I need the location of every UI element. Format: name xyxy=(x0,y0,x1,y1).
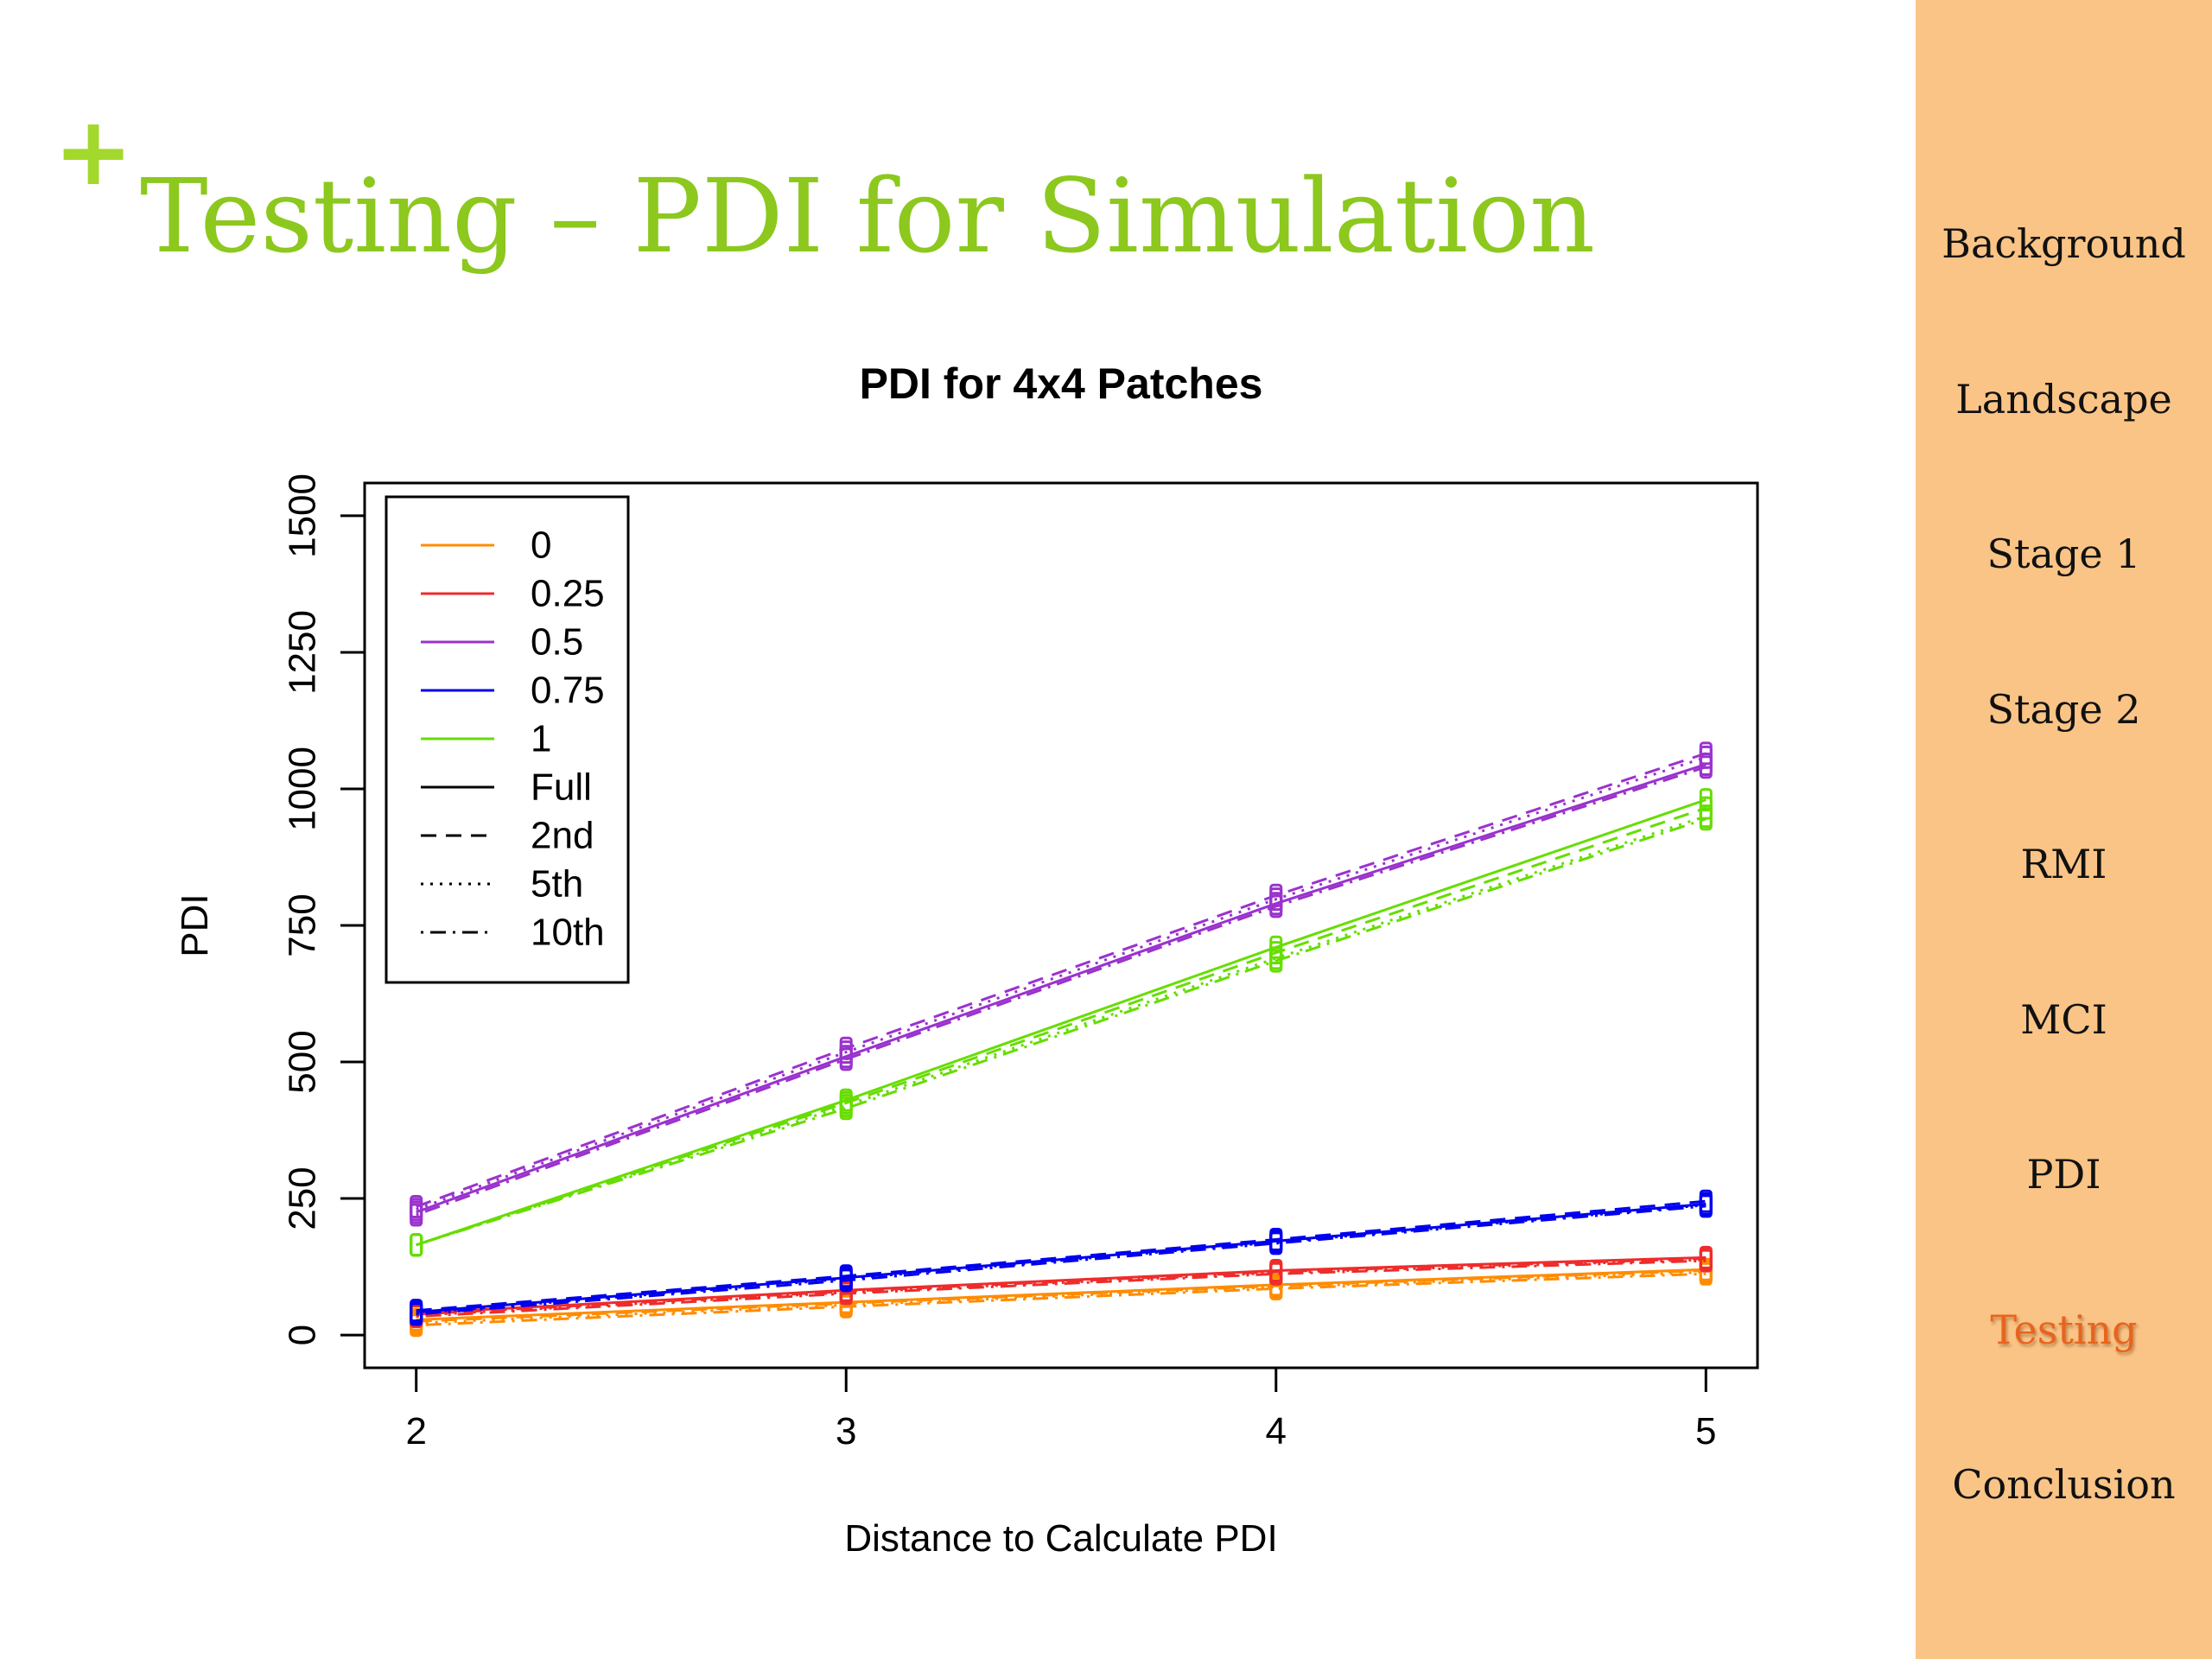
series-line-0-5th xyxy=(416,1270,1707,1325)
legend-label: 1 xyxy=(531,718,551,760)
chart-legend: 0 0.25 0.5 0.75 1 Full 2nd 5th 10th xyxy=(385,495,630,984)
series-line-1-5th xyxy=(416,815,1707,1247)
data-point xyxy=(1699,1249,1713,1273)
x-tick-label: 2 xyxy=(405,1410,426,1452)
y-tick-label: 250 xyxy=(282,1166,324,1230)
legend-label: 10th xyxy=(531,912,605,954)
series-line-1-full xyxy=(416,798,1707,1247)
nav-item-background[interactable]: Background xyxy=(1942,220,2186,267)
series-line-0-2nd xyxy=(416,1268,1707,1323)
y-tick-label: 750 xyxy=(282,893,324,957)
nav-item-conclusion[interactable]: Conclusion xyxy=(1952,1461,2176,1508)
legend-label: 0.25 xyxy=(531,573,605,615)
x-tick-label: 3 xyxy=(836,1410,856,1452)
data-point xyxy=(1699,1194,1713,1218)
legend-label: Full xyxy=(531,766,592,809)
x-axis-label: Distance to Calculate PDI xyxy=(844,1517,1277,1560)
nav-item-stage-2[interactable]: Stage 2 xyxy=(1986,685,2141,733)
nav-item-rmi[interactable]: RMI xyxy=(2020,841,2107,887)
series-line-0_75-2nd xyxy=(416,1199,1707,1313)
nav-item-landscape[interactable]: Landscape xyxy=(1955,375,2172,423)
data-point xyxy=(1269,1262,1283,1286)
y-tick-label: 1500 xyxy=(282,474,324,558)
data-point xyxy=(839,1268,853,1293)
legend-label: 0.5 xyxy=(531,621,583,664)
data-point xyxy=(410,1302,423,1326)
series-line-0_75-full xyxy=(416,1202,1707,1314)
data-point xyxy=(1269,894,1283,918)
data-point xyxy=(1699,1262,1713,1286)
x-axis-ticks: 2 3 4 5 xyxy=(405,1368,1717,1452)
y-tick-label: 500 xyxy=(282,1030,324,1093)
data-point xyxy=(839,1096,853,1121)
y-axis-ticks: 0 250 500 750 1000 1250 1500 xyxy=(282,474,365,1345)
series-line-0_25-10th xyxy=(416,1259,1707,1319)
series-line-1-2nd xyxy=(416,806,1707,1247)
nav-item-mci[interactable]: MCI xyxy=(2020,995,2107,1043)
pdi-line-chart: PDI for 4x4 Patches 2 3 4 5 0 250 500 750 1000 1… xyxy=(174,359,1759,1560)
series-line-0-full xyxy=(416,1268,1707,1321)
legend-label: 2nd xyxy=(531,815,594,857)
series-line-0_25-2nd xyxy=(416,1257,1707,1316)
nav-item-pdi[interactable]: PDI xyxy=(2026,1151,2101,1198)
data-point xyxy=(1269,1231,1283,1255)
legend-box xyxy=(385,495,630,984)
plus-icon: + xyxy=(54,96,134,207)
legend-label: 5th xyxy=(531,863,583,906)
y-tick-label: 1000 xyxy=(282,747,324,831)
chart-title: PDI for 4x4 Patches xyxy=(860,359,1263,408)
series-line-1-10th xyxy=(416,817,1707,1247)
x-tick-label: 5 xyxy=(1695,1410,1716,1452)
series-line-0-10th xyxy=(416,1272,1707,1327)
series-line-0_5-2nd xyxy=(416,752,1707,1208)
data-point xyxy=(1269,1276,1283,1300)
data-point xyxy=(1699,755,1713,779)
data-point xyxy=(410,1203,423,1227)
series-line-0_5-full xyxy=(416,763,1707,1214)
legend-label: 0 xyxy=(531,524,551,567)
data-point xyxy=(1269,949,1283,973)
y-axis-label: PDI xyxy=(174,893,216,957)
y-tick-label: 1250 xyxy=(282,610,324,695)
slide-title: Testing – PDI for Simulation xyxy=(140,156,1596,276)
series-line-0_75-5th xyxy=(416,1204,1707,1315)
x-tick-label: 4 xyxy=(1266,1410,1287,1452)
series-line-0_5-5th xyxy=(416,755,1707,1211)
data-point xyxy=(839,1047,853,1071)
data-point xyxy=(1699,807,1713,831)
data-point xyxy=(410,1233,423,1257)
data-point xyxy=(839,1294,853,1319)
nav-item-testing[interactable]: Testing xyxy=(1990,1306,2138,1353)
sidebar-nav: Background Landscape Stage 1 Stage 2 RMI MCI P… xyxy=(1916,0,2212,1659)
legend-label: 0.75 xyxy=(531,670,605,712)
nav-item-stage-1[interactable]: Stage 1 xyxy=(1986,531,2141,577)
data-point xyxy=(839,1281,853,1306)
series-line-0_5-10th xyxy=(416,766,1707,1217)
chart-series xyxy=(410,741,1713,1338)
series-line-0_75-10th xyxy=(416,1205,1707,1316)
y-tick-label: 0 xyxy=(282,1325,324,1345)
